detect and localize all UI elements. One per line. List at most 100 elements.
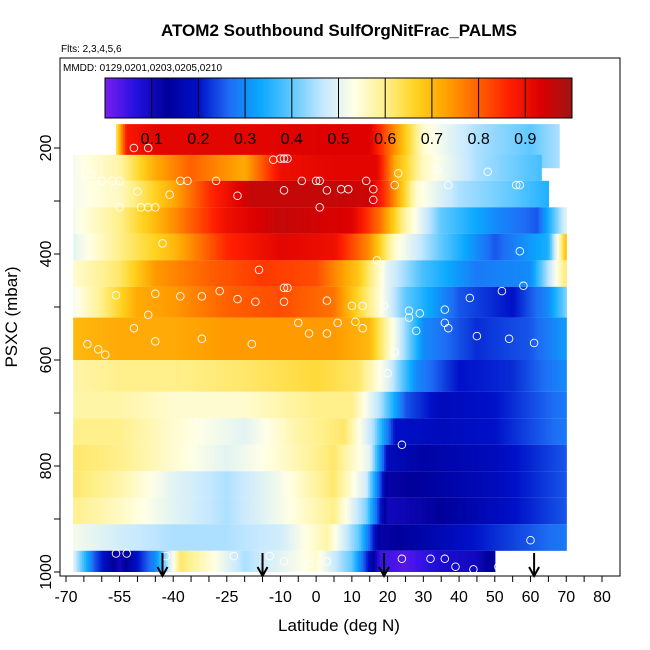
heatmap-cell	[244, 418, 248, 445]
heatmap-cell	[426, 260, 430, 287]
heatmap-cell	[409, 444, 412, 472]
heatmap-cell	[498, 124, 501, 169]
heatmap-cell	[541, 233, 544, 261]
heatmap-cell	[171, 391, 174, 419]
heatmap-cell	[246, 471, 249, 498]
heatmap-cell	[344, 260, 348, 287]
heatmap-cell	[557, 497, 560, 525]
heatmap-cell	[278, 154, 281, 181]
heatmap-cell	[128, 286, 131, 318]
heatmap-cell	[112, 418, 115, 445]
heatmap-cell	[466, 391, 469, 419]
heatmap-cell	[514, 317, 517, 360]
heatmap-cell	[285, 260, 289, 287]
heatmap-cell	[341, 233, 344, 261]
heatmap-cell	[396, 497, 399, 525]
colorbar-tick-label: 0.4	[281, 131, 303, 148]
heatmap-cell	[128, 471, 131, 498]
heatmap-cell	[360, 233, 364, 261]
heatmap-cell	[521, 444, 524, 472]
heatmap-cell	[439, 180, 442, 208]
heatmap-cell	[148, 207, 151, 234]
heatmap-cell	[194, 260, 198, 287]
heatmap-cell	[117, 124, 121, 169]
heatmap-cell	[208, 317, 212, 360]
heatmap-cell	[325, 233, 328, 261]
heatmap-cell	[226, 154, 230, 181]
heatmap-cell	[176, 391, 180, 419]
colorbar-tick-label: 0.5	[327, 131, 349, 148]
heatmap-cell	[544, 317, 548, 360]
data-point	[515, 180, 525, 190]
heatmap-cell	[226, 360, 230, 392]
heatmap-cell	[539, 444, 542, 472]
heatmap-cell	[535, 260, 539, 287]
heatmap-cell	[425, 524, 428, 551]
heatmap-cell	[180, 391, 183, 419]
heatmap-cell	[201, 260, 205, 287]
heatmap-cell	[296, 286, 299, 318]
heatmap-cell	[130, 317, 133, 360]
heatmap-cell	[332, 124, 335, 169]
heatmap-cell	[510, 471, 514, 498]
heatmap-cell	[87, 180, 90, 208]
heatmap-cell	[451, 391, 455, 419]
colorbar-cell	[275, 78, 279, 118]
heatmap-cell	[548, 360, 551, 392]
heatmap-cell	[312, 471, 315, 498]
heatmap-cell	[280, 444, 283, 472]
heatmap-cell	[173, 550, 176, 572]
heatmap-cell	[262, 124, 265, 169]
heatmap-cell	[196, 180, 199, 208]
heatmap-cell	[376, 260, 380, 287]
heatmap-cell	[364, 391, 367, 419]
heatmap-cell	[453, 286, 457, 318]
heatmap-cell	[103, 471, 106, 498]
heatmap-cell	[300, 444, 303, 472]
heatmap-cell	[98, 550, 101, 572]
heatmap-cell	[442, 317, 446, 360]
colorbar-cell	[168, 78, 171, 118]
heatmap-cell	[493, 550, 496, 572]
heatmap-cell	[221, 497, 224, 525]
heatmap-cell	[294, 154, 298, 181]
heatmap-cell	[385, 124, 389, 169]
heatmap-cell	[459, 444, 462, 472]
heatmap-cell	[289, 260, 292, 287]
heatmap-cell	[384, 418, 387, 445]
heatmap-cell	[366, 233, 369, 261]
heatmap-cell	[382, 317, 385, 360]
heatmap-cell	[398, 391, 401, 419]
heatmap-cell	[519, 124, 523, 169]
heatmap-cell	[307, 497, 310, 525]
heatmap-cell	[280, 418, 283, 445]
heatmap-cell	[341, 260, 344, 287]
heatmap-cell	[475, 154, 478, 181]
heatmap-cell	[494, 317, 498, 360]
heatmap-cell	[435, 524, 439, 551]
colorbar-cell	[240, 78, 244, 118]
heatmap-cell	[303, 391, 307, 419]
heatmap-cell	[166, 286, 169, 318]
heatmap-cell	[241, 260, 244, 287]
heatmap-cell	[518, 524, 521, 551]
heatmap-cell	[223, 180, 226, 208]
heatmap-cell	[108, 286, 112, 318]
heatmap-cell	[307, 444, 310, 472]
heatmap-cell	[182, 233, 185, 261]
heatmap-cell	[94, 497, 97, 525]
heatmap-cell	[337, 207, 340, 234]
heatmap-cell	[392, 260, 396, 287]
heatmap-cell	[339, 233, 342, 261]
heatmap-cell	[264, 471, 267, 498]
heatmap-cell	[434, 524, 437, 551]
heatmap-cell	[434, 418, 437, 445]
heatmap-cell	[360, 180, 364, 208]
heatmap-cell	[314, 233, 317, 261]
heatmap-cell	[76, 360, 80, 392]
heatmap-cell	[530, 360, 533, 392]
heatmap-cell	[323, 471, 326, 498]
heatmap-cell	[232, 180, 235, 208]
heatmap-cell	[423, 497, 426, 525]
heatmap-cell	[80, 471, 83, 498]
